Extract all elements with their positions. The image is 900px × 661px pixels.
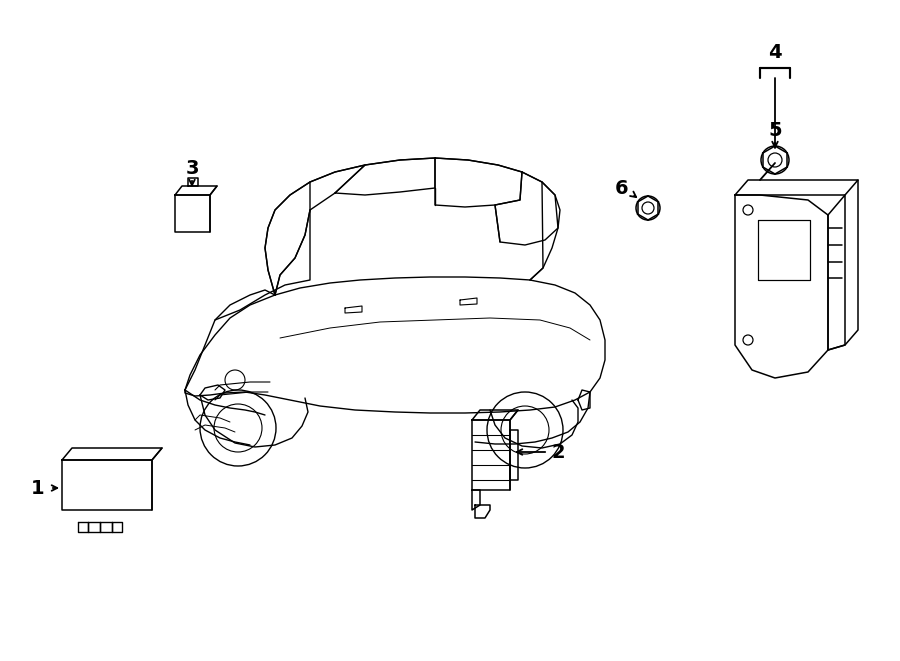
Text: 3: 3 — [185, 159, 199, 178]
Text: 6: 6 — [616, 178, 629, 198]
Text: 2: 2 — [551, 442, 565, 461]
Text: 1: 1 — [32, 479, 45, 498]
Text: 5: 5 — [769, 120, 782, 139]
Text: 4: 4 — [769, 42, 782, 61]
